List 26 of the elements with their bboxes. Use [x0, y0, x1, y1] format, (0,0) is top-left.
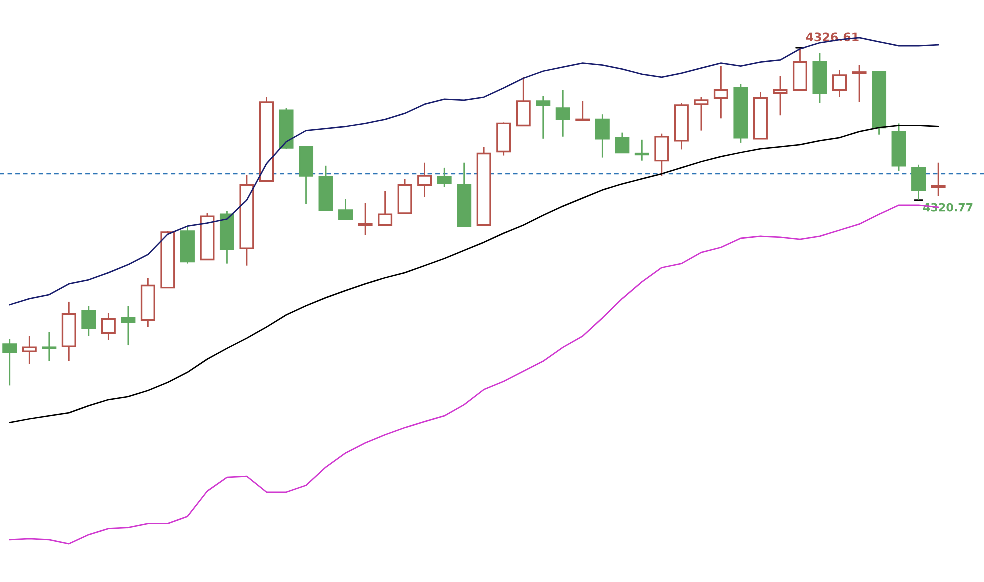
- candlestick: [437, 167, 452, 188]
- candlestick: [576, 100, 590, 122]
- candlestick: [714, 66, 728, 120]
- candlestick: [931, 162, 946, 197]
- candlestick: [121, 305, 136, 346]
- candlestick: [42, 332, 57, 362]
- candlestick: [773, 76, 788, 116]
- candlestick: [536, 96, 551, 140]
- candlestick: [634, 139, 650, 162]
- candlestick: [2, 338, 18, 386]
- candlestick: [358, 202, 373, 236]
- candlestick: [832, 70, 848, 98]
- candlestick: [101, 312, 116, 342]
- candlestick: [338, 198, 354, 220]
- candlestick: [82, 305, 96, 338]
- candlestick: [694, 96, 709, 132]
- candlestick: [595, 114, 610, 159]
- candlestick: [912, 164, 926, 202]
- candlestick: [654, 133, 670, 177]
- candlestick: [556, 90, 570, 138]
- candlestick: [418, 162, 432, 198]
- candlestick: [22, 336, 37, 366]
- candlestick: [615, 132, 630, 154]
- candlestick: [378, 190, 393, 228]
- annotation: 4320.77: [923, 203, 973, 212]
- candlestick: [852, 64, 867, 104]
